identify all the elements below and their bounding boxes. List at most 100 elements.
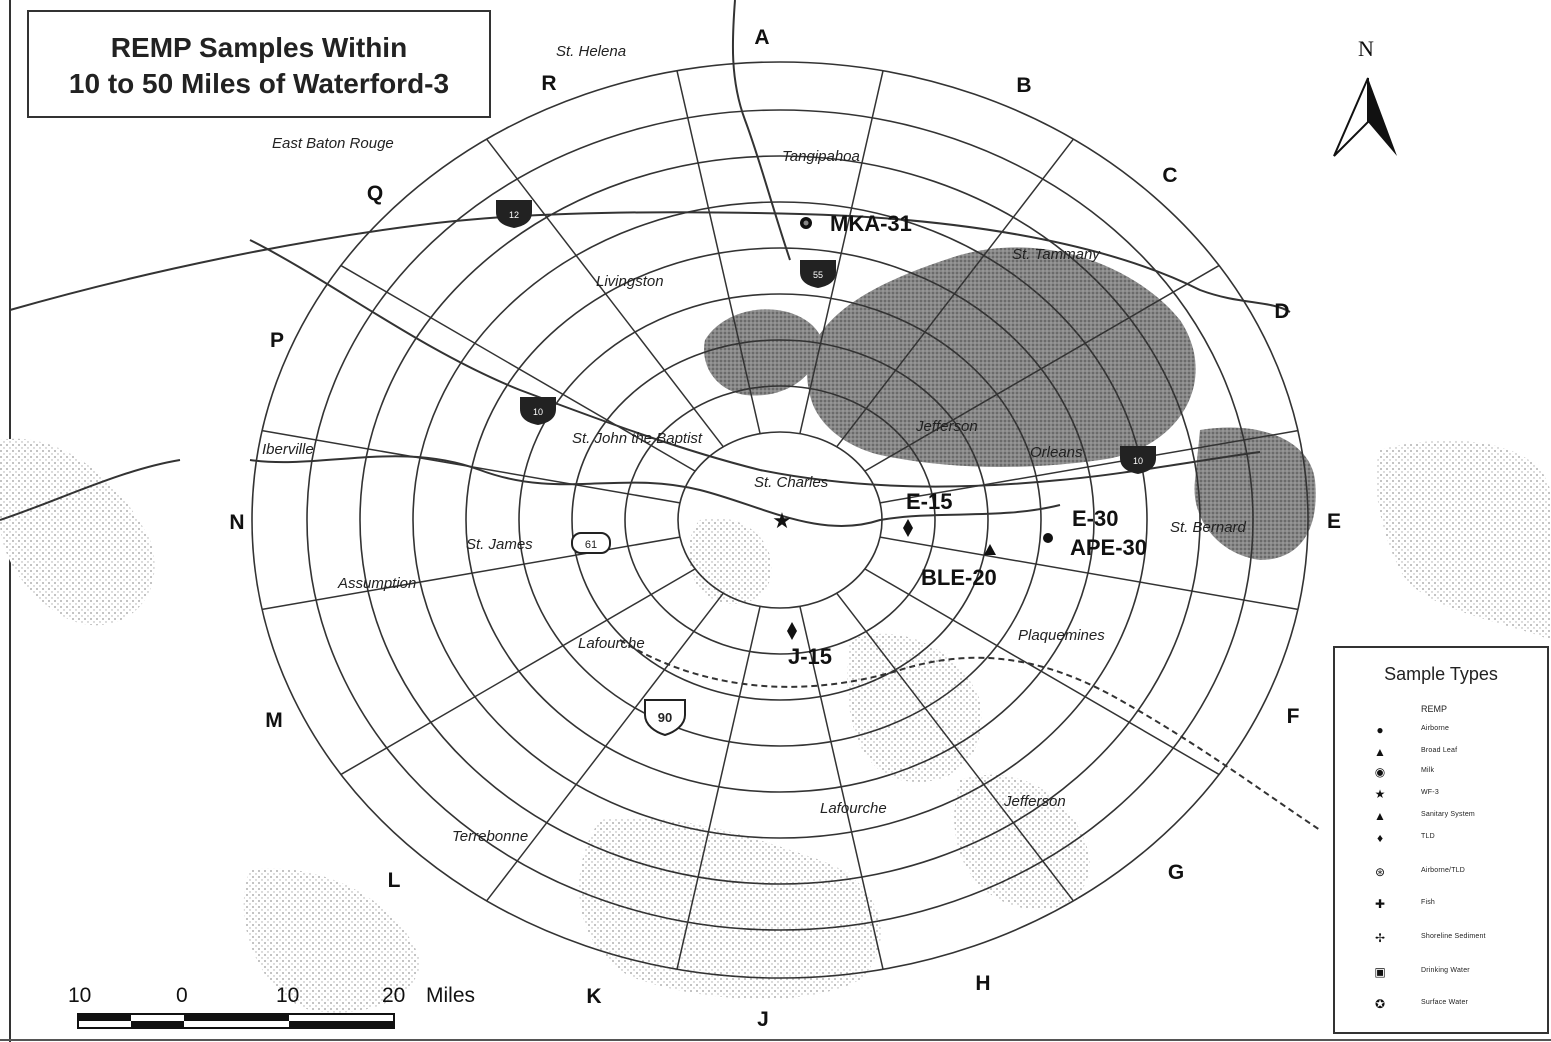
highway-shield-us61: 61: [571, 532, 611, 554]
map-title-line-1: REMP Samples Within: [110, 32, 408, 63]
triangle-icon: ▲: [1374, 745, 1386, 759]
parish-label: Jefferson: [1003, 793, 1066, 810]
station-label: MKA-31: [830, 211, 912, 236]
svg-text:★: ★: [772, 509, 792, 534]
station-label: J-15: [788, 644, 832, 669]
legend-item-label: Broad Leaf: [1421, 747, 1458, 754]
sediment-icon: ✢: [1374, 931, 1386, 945]
sector-boundary-line: [836, 592, 1074, 902]
highway-shield-us90: 90: [644, 699, 686, 737]
legend-item-label: Milk: [1421, 767, 1435, 774]
parish-label: Jefferson: [915, 418, 978, 435]
legend-item-label: Surface Water: [1421, 999, 1469, 1006]
parish-label: Orleans: [1030, 444, 1083, 461]
legend-subtitle: REMP: [1421, 704, 1448, 714]
station-e-15: [903, 519, 913, 537]
svg-text:N: N: [1358, 36, 1374, 61]
circle-dot-icon: ◉: [1374, 765, 1386, 779]
square-icon: ▣: [1374, 965, 1386, 979]
distance-rings: [251, 61, 1309, 979]
legend-item: ★ WF-3: [1335, 788, 1547, 808]
legend-panel: Sample Types REMP ● Airborne ▲ Broad Leaf ◉ M…: [1333, 646, 1549, 1034]
legend-item: ✚ Fish: [1335, 898, 1547, 918]
legend-item-label: WF-3: [1421, 789, 1439, 796]
legend-item-label: Drinking Water: [1421, 967, 1470, 974]
legend-item: ✪ Surface Water: [1335, 998, 1547, 1018]
parish-label: St. John the Baptist: [572, 430, 703, 447]
parish-label: St. Helena: [556, 43, 626, 60]
legend-item: ✢ Shoreline Sediment: [1335, 932, 1547, 952]
legend-item: ▣ Drinking Water: [1335, 966, 1547, 986]
scale-label: 10: [276, 984, 300, 1007]
sector-radials: [262, 70, 1298, 970]
parish-label: Terrebonne: [452, 828, 528, 845]
water-areas: [0, 247, 1551, 1013]
legend-item-label: Shoreline Sediment: [1421, 933, 1486, 940]
sector-label-b: B: [1016, 74, 1031, 97]
station-label: E-30: [1072, 506, 1118, 531]
station-label: APE-30: [1070, 535, 1147, 560]
legend-item: ▲ Sanitary System: [1335, 810, 1547, 830]
ring-icon: ✪: [1374, 997, 1386, 1011]
sector-boundary-line: [864, 568, 1220, 776]
parish-label: Plaquemines: [1018, 627, 1105, 644]
parish-label: Tangipahoa: [782, 148, 860, 165]
diamond-icon: ♦: [1376, 831, 1384, 845]
north-arrow-icon: N: [1333, 36, 1397, 157]
map-title-line-2: 10 to 50 Miles of Waterford-3: [68, 68, 450, 99]
legend-item: ♦ TLD: [1335, 832, 1547, 852]
sector-boundary-line: [864, 264, 1220, 472]
sector-label-r: R: [541, 72, 556, 95]
sector-label-g: G: [1168, 861, 1184, 884]
sector-boundary-line: [340, 264, 696, 472]
scale-units: Miles: [426, 984, 476, 1007]
sector-boundary-line: [799, 606, 884, 970]
sector-boundary-line: [486, 138, 724, 448]
legend-item-label: Fish: [1421, 899, 1436, 906]
highway-shield-i55: 55: [800, 260, 836, 288]
station-j-15: [787, 622, 797, 640]
scale-bar: [77, 1013, 395, 1029]
parish-label: Lafourche: [820, 800, 887, 817]
sector-label-m: M: [265, 709, 283, 732]
sector-label-k: K: [586, 985, 601, 1008]
legend-item-label: Airborne/TLD: [1421, 867, 1466, 874]
svg-text:61: 61: [585, 539, 597, 551]
parish-label: Assumption: [337, 575, 416, 592]
svg-text:12: 12: [509, 210, 519, 220]
svg-text:10: 10: [1133, 456, 1143, 466]
sector-boundary-line: [676, 606, 761, 970]
highway-shield-i10-west: 10: [520, 397, 556, 425]
combo-icon: ⊛: [1374, 865, 1386, 879]
svg-text:90: 90: [658, 710, 672, 725]
waterford-3-star-icon: ★: [772, 509, 792, 534]
station-ble-20: [984, 544, 996, 555]
scale-label: 0: [176, 984, 188, 1007]
station-label: E-15: [906, 489, 952, 514]
sector-boundary-line: [486, 592, 724, 902]
sector-boundary-line: [262, 429, 681, 504]
sector-label-l: L: [388, 869, 401, 892]
station-label: BLE-20: [921, 565, 997, 590]
outline-triangle-icon: ▲: [1374, 809, 1386, 823]
svg-text:10: 10: [533, 407, 543, 417]
parish-label: St. Bernard: [1170, 519, 1247, 536]
parish-label: Iberville: [262, 441, 314, 458]
parish-label: Lafourche: [578, 635, 645, 652]
filled-circle-icon: ●: [1376, 723, 1384, 737]
sector-label-n: N: [229, 511, 244, 534]
sector-label-q: Q: [367, 182, 383, 205]
legend-item: ● Airborne: [1335, 724, 1547, 744]
legend-item: ⊛ Airborne/TLD: [1335, 866, 1547, 886]
map-title-box: REMP Samples Within 10 to 50 Miles of Wa…: [27, 10, 491, 118]
legend-item-label: Airborne: [1421, 725, 1450, 732]
sector-boundary-line: [340, 568, 696, 776]
sector-boundary-line: [262, 536, 681, 611]
sector-boundary-line: [799, 70, 884, 434]
star-icon: ★: [1374, 787, 1386, 801]
sector-label-p: P: [270, 329, 284, 352]
highway-shield-i12: 12: [496, 200, 532, 228]
svg-text:55: 55: [813, 270, 823, 280]
sector-boundary-line: [836, 138, 1074, 448]
